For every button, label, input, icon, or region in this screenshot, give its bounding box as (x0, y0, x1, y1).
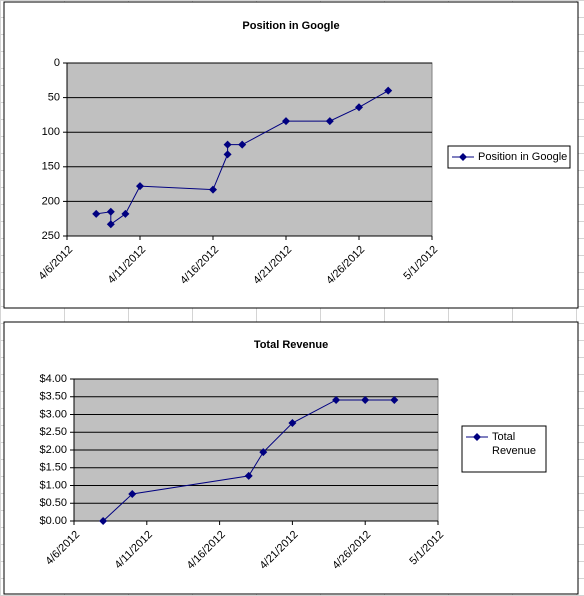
y-tick-label: 100 (42, 126, 60, 138)
data-point (282, 117, 290, 126)
data-point (106, 207, 115, 216)
legend-box (461, 425, 547, 473)
data-point (136, 182, 144, 191)
plot-area (66, 62, 433, 237)
chart-title: Position in Google (242, 20, 339, 32)
legend-marker (459, 153, 467, 161)
data-point (332, 395, 341, 404)
data-point (99, 517, 108, 525)
y-tick-label: 200 (42, 195, 60, 207)
series-line (102, 399, 395, 522)
y-tick-label: $2.00 (39, 444, 67, 456)
y-tick-label: $1.50 (39, 462, 67, 474)
data-point (106, 220, 115, 229)
data-point (288, 419, 297, 428)
y-tick-label: 0 (54, 57, 60, 69)
legend-box (447, 145, 571, 169)
y-tick-label: 250 (42, 230, 60, 242)
data-point (238, 140, 247, 149)
chart-title: Total Revenue (254, 339, 328, 351)
data-point (223, 150, 232, 159)
y-tick-label: $1.00 (39, 479, 67, 491)
y-tick-label: $3.50 (39, 391, 67, 403)
data-point (223, 140, 232, 149)
data-point (121, 209, 130, 218)
legend-marker (473, 433, 481, 441)
data-point (128, 490, 137, 499)
data-point (390, 395, 399, 404)
legend-label-box: Total Revenue (492, 431, 537, 457)
data-point (325, 117, 334, 126)
data-point (92, 209, 101, 218)
y-tick-label: $4.00 (39, 373, 67, 385)
data-point (244, 471, 253, 480)
data-point (361, 395, 370, 404)
legend-label: Position in Google (478, 151, 568, 163)
data-point (209, 185, 217, 194)
data-point (259, 448, 268, 457)
data-point (355, 103, 363, 112)
y-tick-label: 50 (48, 92, 60, 104)
legend-label-box: Position in Google (478, 151, 568, 163)
y-tick-label: $0.50 (39, 497, 67, 509)
legend-label: Total Revenue (492, 431, 537, 457)
y-tick-label: $2.50 (39, 426, 67, 438)
data-point (384, 86, 393, 95)
y-tick-label: 150 (42, 161, 60, 173)
y-tick-label: $0.00 (39, 515, 67, 527)
y-tick-label: $3.00 (39, 408, 67, 420)
